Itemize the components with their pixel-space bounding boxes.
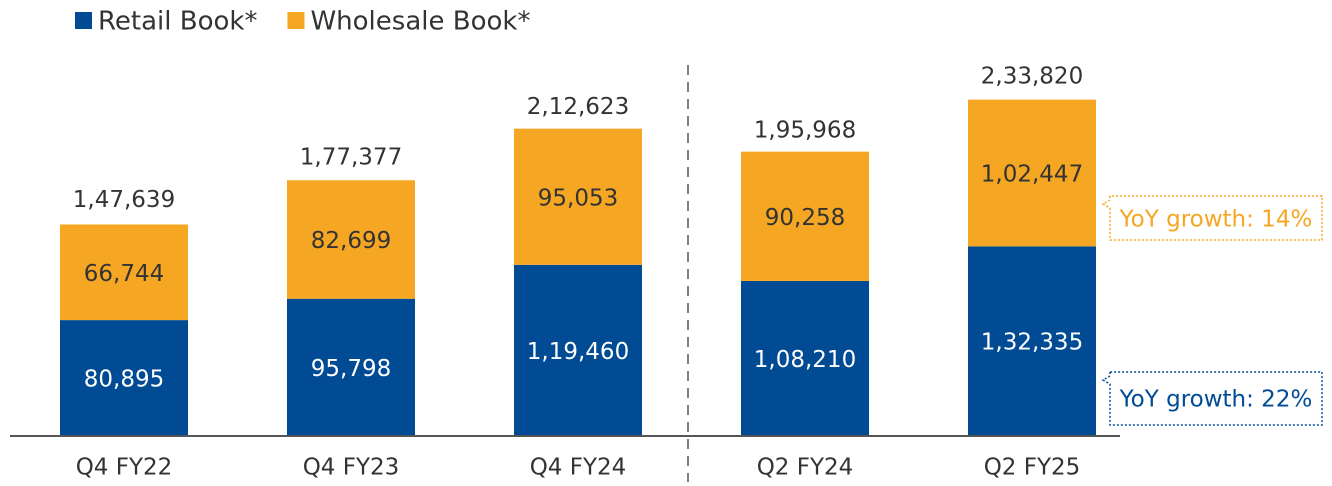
total-label: 1,77,377 [300, 144, 402, 170]
value-label: 1,19,460 [527, 339, 629, 365]
bar-segment [60, 224, 188, 321]
bar-segment [968, 246, 1096, 436]
x-tick-label: Q4 FY22 [76, 455, 173, 481]
value-label: 82,699 [311, 228, 391, 254]
legend-swatch [287, 12, 305, 29]
bar-segment [287, 298, 415, 436]
value-label: 1,32,335 [981, 330, 1083, 356]
bar-segment [287, 180, 415, 299]
total-label: 1,47,639 [73, 187, 175, 213]
annotation: YoY growth: 14% [1119, 207, 1313, 233]
legend-label: Retail Book* [98, 7, 257, 37]
value-label: 95,053 [538, 185, 618, 211]
value-label: 66,744 [84, 261, 164, 287]
value-label: 1,02,447 [981, 162, 1083, 188]
x-tick-label: Q2 FY24 [757, 455, 854, 481]
bar-segment [741, 151, 869, 281]
total-label: 1,95,968 [754, 118, 856, 144]
bar-segment [60, 320, 188, 436]
bar-segment [514, 264, 642, 436]
callout-box [1101, 195, 1323, 241]
value-label: 90,258 [765, 205, 845, 231]
bar-segment [741, 280, 869, 436]
total-label: 2,33,820 [981, 64, 1083, 90]
x-tick-label: Q4 FY24 [530, 455, 627, 481]
legend-label: Wholesale Book* [310, 7, 530, 37]
bar-segment [514, 128, 642, 265]
value-label: 95,798 [311, 356, 391, 382]
annotation: YoY growth: 22% [1119, 387, 1313, 413]
callout-box [1101, 371, 1323, 426]
x-tick-label: Q4 FY23 [303, 455, 400, 481]
x-tick-label: Q2 FY25 [984, 455, 1081, 481]
bar-segment [968, 99, 1096, 247]
legend-swatch [75, 12, 92, 29]
value-label: 1,08,210 [754, 347, 856, 373]
total-label: 2,12,623 [527, 94, 629, 120]
value-label: 80,895 [84, 367, 164, 393]
